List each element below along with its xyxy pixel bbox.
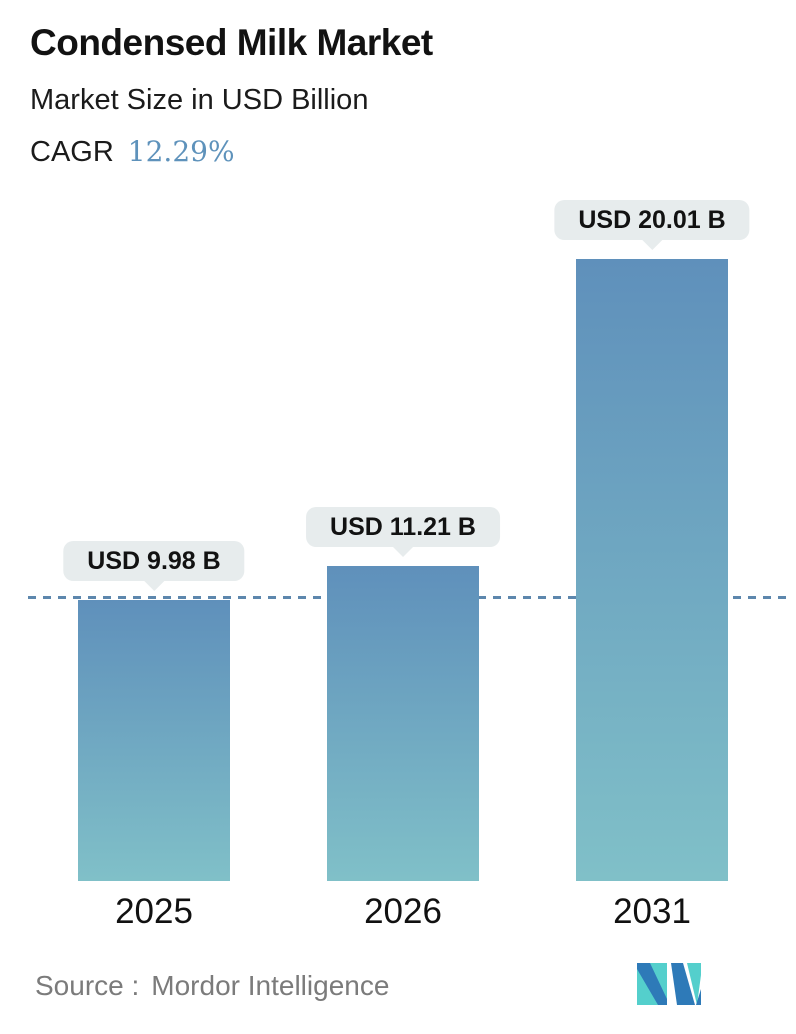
cagr-label: CAGR [30,136,114,168]
cagr-row: CAGR 12.29% [30,135,235,169]
logo-teal-parallelogram [687,963,701,1005]
source-row: Source : Mordor Intelligence [35,970,389,1002]
cagr-value: 12.29% [127,135,235,168]
mordor-intelligence-logo-icon [637,963,701,1005]
value-bubble-2026: USD 11.21 B [306,507,500,547]
source-value: Mordor Intelligence [151,970,390,1001]
source-label: Source : [35,970,140,1001]
logo-blue-diagonal-left [637,963,667,1005]
value-bubble-2025: USD 9.98 B [63,541,245,581]
bar-2031 [576,259,728,881]
page-title: Condensed Milk Market [30,22,433,63]
chart-subtitle: Market Size in USD Billion [30,84,369,116]
value-bubble-2031: USD 20.01 B [554,200,750,240]
bar-2026 [327,566,479,881]
logo-blue-corner [696,989,701,1005]
logo-blue-diagonal-right [671,963,695,1005]
bar-2025 [78,600,230,881]
x-axis-label-2031: 2031 [613,892,691,931]
x-axis-label-2026: 2026 [364,892,442,931]
x-axis-label-2025: 2025 [115,892,193,931]
